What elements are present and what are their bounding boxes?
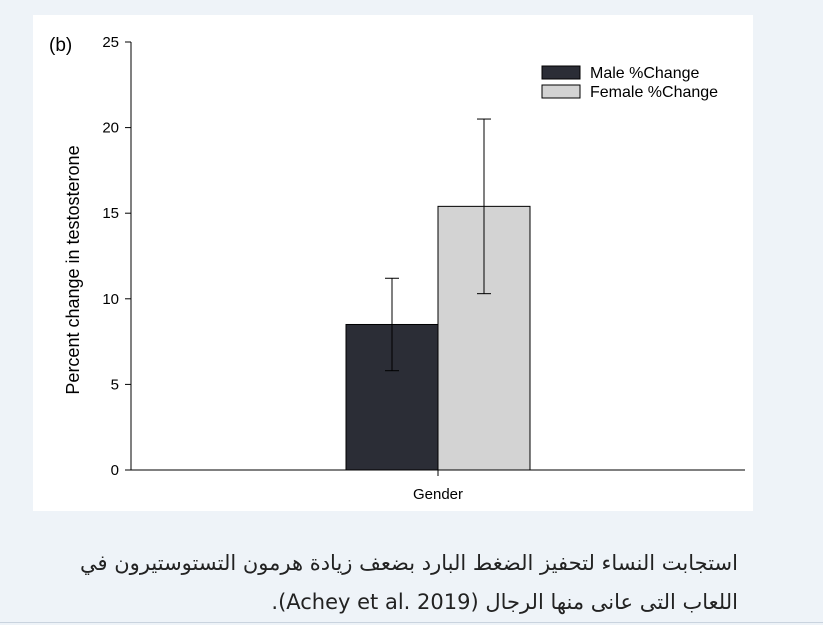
caption-line-1: استجابت النساء لتحفيز الضغط البارد بضعف …	[80, 551, 738, 575]
legend-label: Male %Change	[590, 65, 700, 82]
y-tick-label: 25	[102, 34, 119, 51]
y-tick-label: 15	[102, 205, 119, 222]
y-tick-label: 0	[111, 462, 119, 479]
legend: Male %Change Female %Change	[541, 65, 718, 101]
legend-swatch	[541, 84, 581, 99]
figure-caption: استجابت النساء لتحفيز الضغط البارد بضعف …	[40, 544, 738, 622]
legend-label: Female %Change	[590, 84, 718, 101]
y-tick-label: 10	[102, 291, 119, 308]
figure-panel: (b) Percent change in testosterone 0 5 10 1…	[33, 15, 753, 511]
y-tick-label: 5	[111, 376, 119, 393]
y-tick-label: 20	[102, 120, 119, 137]
legend-swatch	[541, 65, 581, 80]
caption-line-2: اللعاب التى عانى منها الرجال (Achey et a…	[271, 590, 738, 614]
panel-label: (b)	[49, 35, 72, 56]
bar-chart: (b) Percent change in testosterone 0 5 10 1…	[49, 34, 745, 503]
divider	[0, 622, 823, 623]
y-axis-title: Percent change in testosterone	[63, 145, 83, 394]
x-category-label: Gender	[413, 486, 463, 503]
